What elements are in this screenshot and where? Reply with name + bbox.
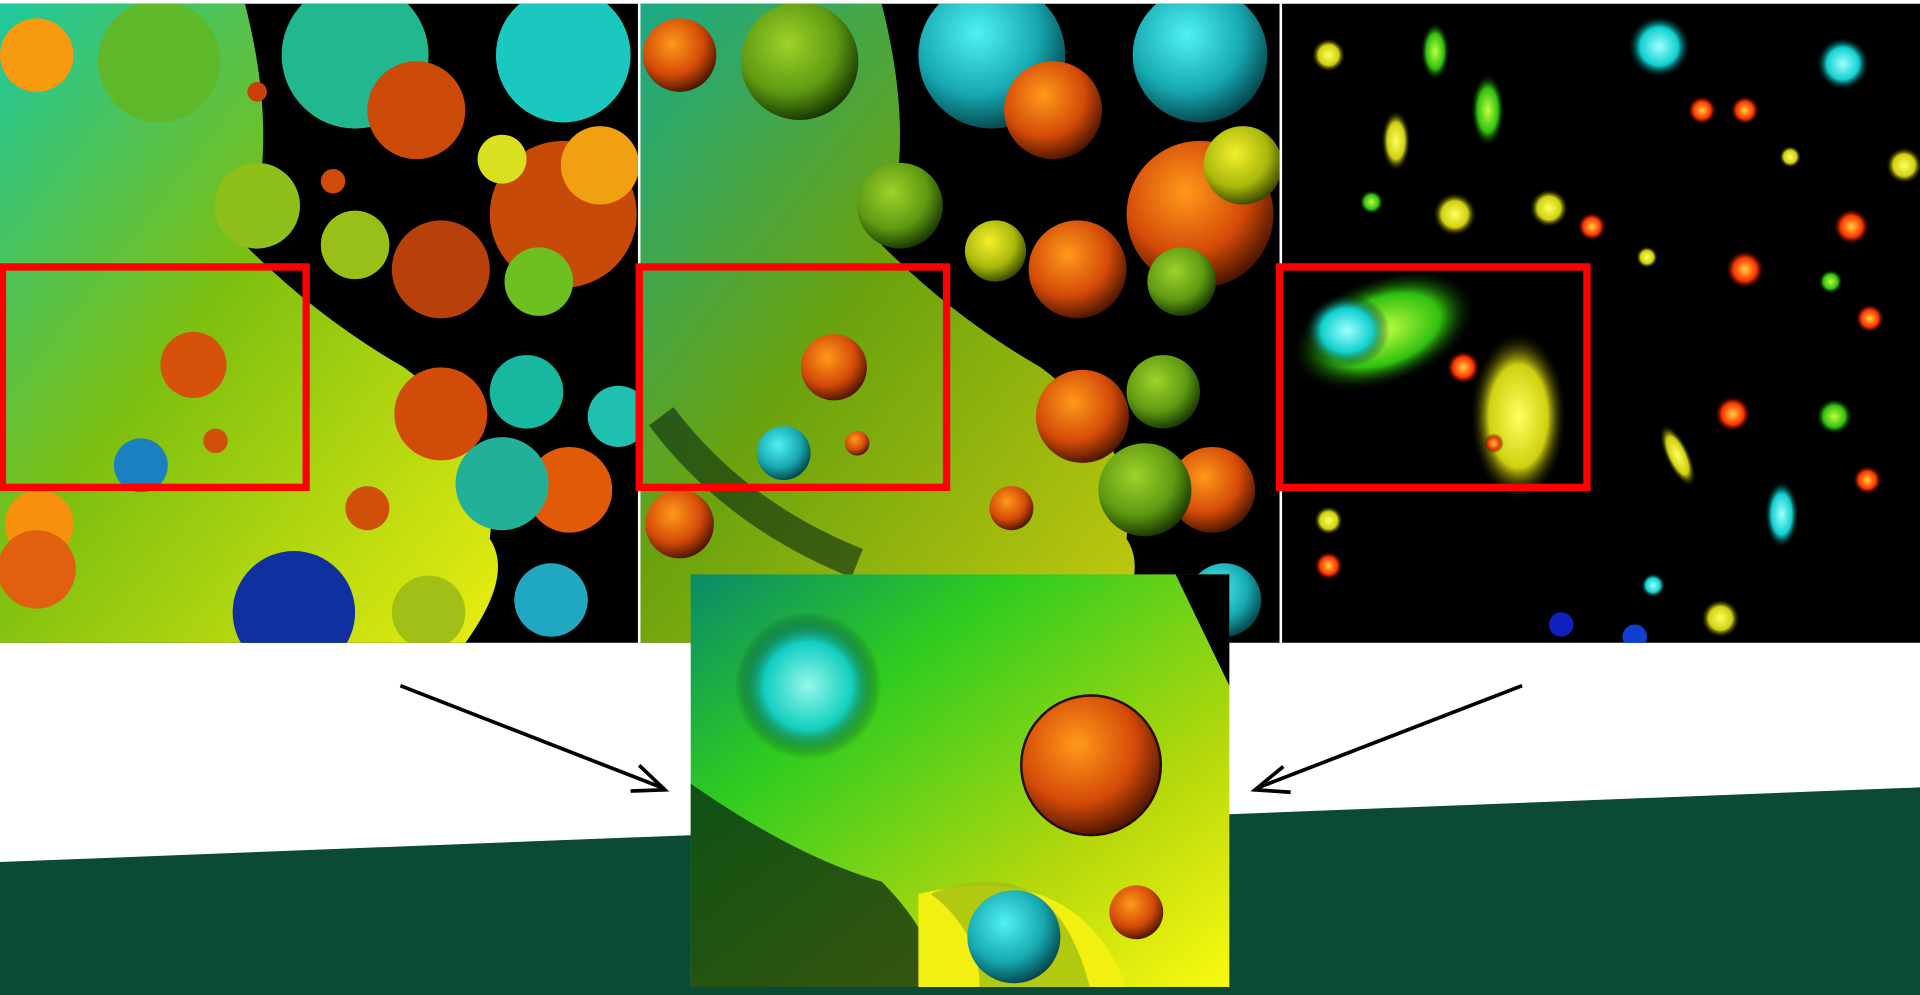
arrow (1259, 686, 1522, 788)
page: {} (0, 0, 1920, 995)
arrow (400, 686, 661, 788)
arrow-head (1255, 767, 1291, 793)
render-panel-shaded (640, 0, 1282, 643)
zoom-inset (691, 574, 1230, 987)
slide-content (0, 0, 1920, 995)
render-panel-highlights (1273, 4, 1920, 649)
slide (0, 0, 1920, 995)
render-panel-flat (0, 0, 649, 673)
